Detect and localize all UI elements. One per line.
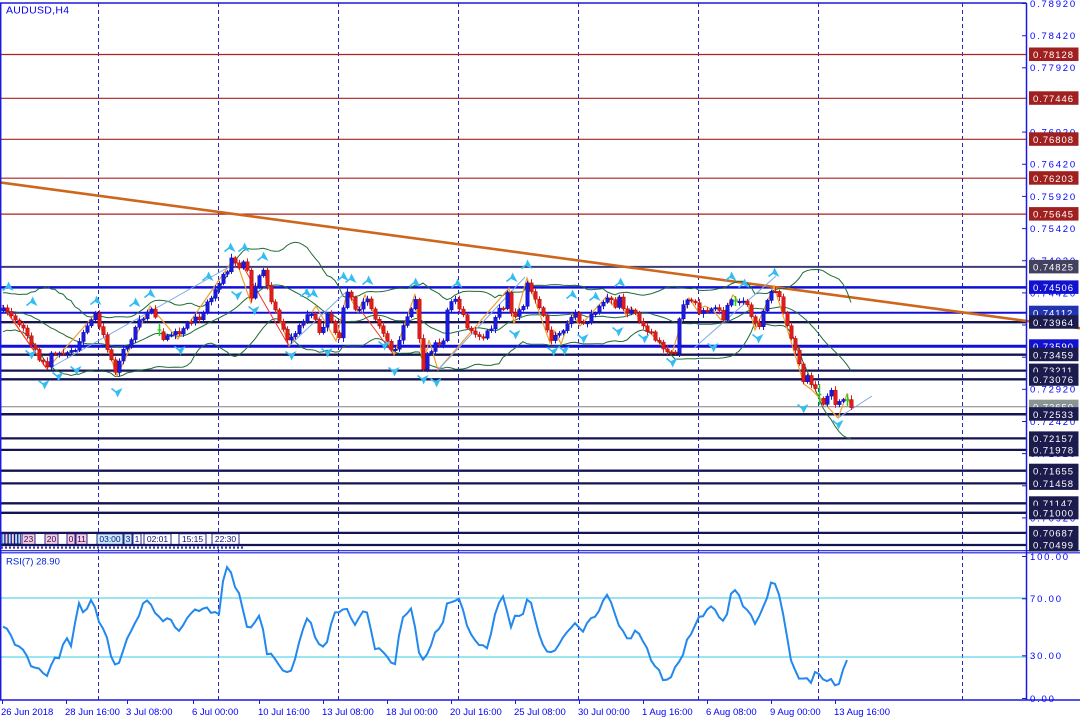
svg-text:0.72157: 0.72157 (1033, 434, 1074, 445)
svg-text:18 Jul 00:00: 18 Jul 00:00 (386, 707, 438, 718)
svg-text:0.74825: 0.74825 (1033, 263, 1074, 274)
svg-text:23: 23 (24, 534, 34, 544)
svg-text:03:00: 03:00 (99, 534, 121, 544)
svg-text:30 Jul 00:00: 30 Jul 00:00 (578, 707, 630, 718)
svg-text:0.73459: 0.73459 (1033, 350, 1074, 361)
svg-text:0.00: 0.00 (1030, 694, 1056, 705)
svg-text:0.71000: 0.71000 (1033, 508, 1074, 519)
svg-text:0.70499: 0.70499 (1033, 541, 1074, 552)
svg-text:0.78420: 0.78420 (1030, 31, 1077, 42)
svg-text:100.00: 100.00 (1030, 552, 1070, 563)
svg-text:0.72420: 0.72420 (1030, 417, 1077, 428)
svg-text:6 Jul 00:00: 6 Jul 00:00 (192, 707, 238, 718)
svg-text:0.77920: 0.77920 (1030, 63, 1077, 74)
svg-text:3 Jul 08:00: 3 Jul 08:00 (126, 707, 172, 718)
svg-text:0.71147: 0.71147 (1033, 499, 1073, 510)
svg-text:1 Aug 16:00: 1 Aug 16:00 (642, 707, 693, 718)
svg-text:RSI(7) 28.90: RSI(7) 28.90 (6, 557, 60, 568)
svg-text:02:01: 02:01 (147, 534, 169, 544)
svg-text:1: 1 (135, 534, 140, 544)
svg-text:0.72533: 0.72533 (1033, 410, 1074, 421)
svg-text:0.70687: 0.70687 (1033, 529, 1074, 540)
svg-text:0.71978: 0.71978 (1033, 446, 1074, 457)
svg-text:0.72920: 0.72920 (1030, 385, 1077, 396)
svg-text:0.73211: 0.73211 (1033, 366, 1073, 377)
svg-text:0.75420: 0.75420 (1030, 224, 1077, 235)
svg-text:0.73076: 0.73076 (1033, 375, 1074, 386)
svg-text:0: 0 (69, 534, 74, 544)
svg-text:0.75920: 0.75920 (1030, 192, 1077, 203)
svg-text:0.75645: 0.75645 (1033, 210, 1074, 221)
svg-text:22:30: 22:30 (215, 534, 237, 544)
svg-text:30.00: 30.00 (1030, 651, 1063, 662)
svg-text:25 Jul 08:00: 25 Jul 08:00 (514, 707, 566, 718)
svg-text:0.71458: 0.71458 (1033, 479, 1074, 490)
svg-text:0.78128: 0.78128 (1033, 50, 1074, 61)
svg-text:0.76420: 0.76420 (1030, 160, 1077, 171)
svg-text:0.73590: 0.73590 (1033, 342, 1074, 353)
svg-text:0.77446: 0.77446 (1033, 94, 1074, 105)
svg-text:70.00: 70.00 (1030, 594, 1063, 605)
svg-text:0.74506: 0.74506 (1033, 283, 1074, 294)
svg-text:20 Jul 16:00: 20 Jul 16:00 (450, 707, 502, 718)
svg-text:0.76808: 0.76808 (1033, 135, 1074, 146)
svg-text:13 Aug 16:00: 13 Aug 16:00 (834, 707, 890, 718)
svg-text:13 Jul 08:00: 13 Jul 08:00 (322, 707, 374, 718)
svg-text:0.76203: 0.76203 (1033, 174, 1074, 185)
svg-text:6 Aug 08:00: 6 Aug 08:00 (706, 707, 757, 718)
svg-text:0.78920: 0.78920 (1030, 0, 1077, 10)
svg-text:10 Jul 16:00: 10 Jul 16:00 (258, 707, 310, 718)
svg-text:3: 3 (126, 534, 131, 544)
svg-text:9 Aug 00:00: 9 Aug 00:00 (770, 707, 821, 718)
svg-text:26 Jun 2018: 26 Jun 2018 (1, 707, 53, 718)
svg-text:15:15: 15:15 (182, 534, 204, 544)
svg-text:20: 20 (47, 534, 57, 544)
svg-text:28 Jun 16:00: 28 Jun 16:00 (65, 707, 120, 718)
svg-text:0.74112: 0.74112 (1033, 308, 1073, 319)
svg-text:AUDUSD,H4: AUDUSD,H4 (6, 5, 69, 17)
svg-text:0.73964: 0.73964 (1033, 318, 1074, 329)
svg-text:0.71655: 0.71655 (1033, 466, 1074, 477)
svg-text:11: 11 (77, 534, 86, 544)
